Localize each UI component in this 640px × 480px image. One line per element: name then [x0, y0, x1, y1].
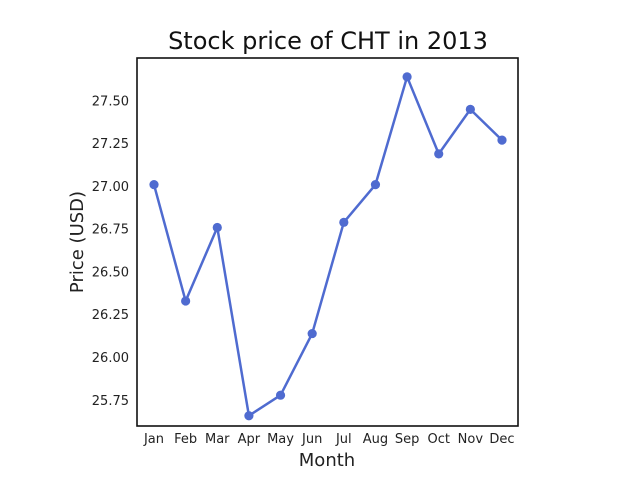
- data-point: [370, 180, 381, 190]
- x-tick-label: May: [267, 432, 294, 447]
- data-point: [244, 411, 254, 421]
- y-tick-label: 27.00: [92, 180, 129, 195]
- series-line: [152, 75, 504, 417]
- data-point: [275, 390, 286, 400]
- x-tick-label: Apr: [238, 432, 261, 447]
- x-tick-label: Dec: [489, 432, 514, 447]
- x-tick-label: Sep: [395, 432, 420, 447]
- data-point: [465, 104, 475, 114]
- chart-title: Stock price of CHT in 2013: [168, 27, 488, 55]
- y-tick-label: 26.75: [92, 223, 129, 238]
- data-point: [149, 180, 159, 190]
- x-axis-label: Month: [299, 450, 355, 471]
- x-tick-label: Jan: [143, 432, 164, 447]
- data-point: [307, 328, 317, 339]
- x-tick-label: Nov: [458, 432, 484, 447]
- x-tick-label: Jul: [335, 432, 352, 447]
- data-point: [402, 72, 412, 82]
- plot-frame: [136, 57, 519, 427]
- data-point: [181, 296, 191, 306]
- x-tick-label: Oct: [427, 432, 449, 447]
- x-axis: Jan Feb Mar Apr May Jun Jul Aug Sep Oct Nov Dec: [143, 432, 515, 447]
- data-point: [497, 135, 507, 145]
- data-point: [212, 222, 222, 233]
- data-point: [434, 149, 444, 159]
- data-point: [339, 217, 349, 227]
- series-layer: [149, 72, 507, 421]
- x-tick-label: Mar: [205, 432, 230, 447]
- x-tick-label: Aug: [363, 432, 388, 447]
- y-tick-label: 27.50: [92, 94, 129, 109]
- x-tick-label: Jun: [301, 432, 322, 447]
- y-axis-label: Price (USD): [67, 191, 88, 293]
- y-tick-label: 26.50: [92, 265, 129, 280]
- y-tick-label: 26.00: [92, 351, 129, 366]
- y-tick-label: 25.75: [92, 394, 129, 409]
- y-tick-label: 27.25: [92, 137, 129, 152]
- y-tick-label: 26.25: [92, 308, 129, 323]
- y-axis: 25.75 26.00 26.25 26.50 26.75 27.00 27.25 27.50: [92, 94, 129, 409]
- x-tick-label: Feb: [174, 432, 197, 447]
